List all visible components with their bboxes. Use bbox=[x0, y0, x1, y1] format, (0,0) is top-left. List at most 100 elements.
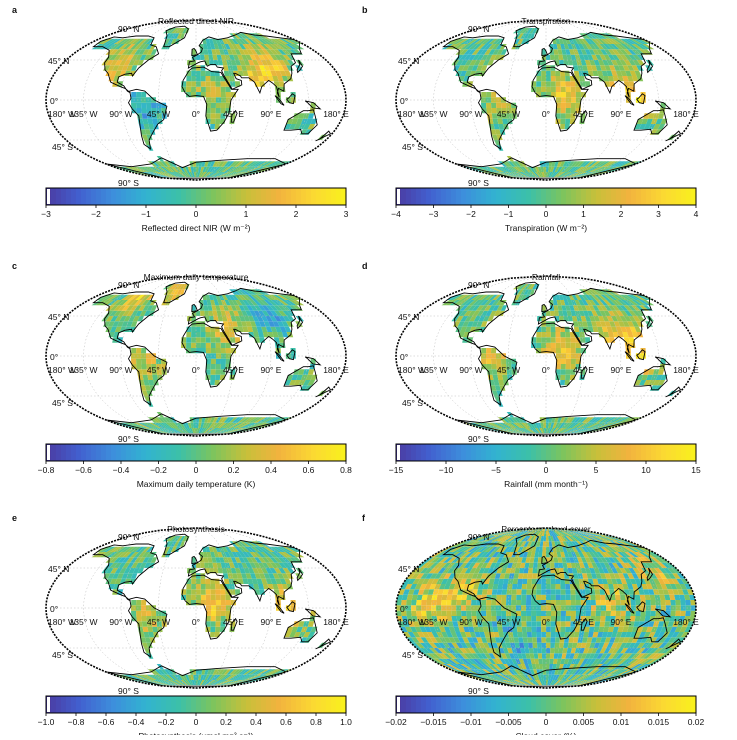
colorbar-segment bbox=[141, 188, 146, 205]
grid-cell bbox=[201, 595, 206, 600]
grid-cell bbox=[451, 605, 456, 610]
colorbar-tick-label: 15 bbox=[691, 465, 701, 475]
colorbar-segment bbox=[231, 444, 236, 461]
grid-cell bbox=[456, 600, 461, 605]
grid-cell bbox=[456, 611, 461, 616]
grid-cell bbox=[675, 611, 681, 616]
grid-cell bbox=[426, 611, 432, 616]
colorbar-tick-label: −3 bbox=[41, 209, 51, 219]
grid-cell bbox=[204, 311, 209, 316]
grid-cell bbox=[496, 359, 501, 364]
grid-cell bbox=[616, 611, 621, 616]
lat-label: 90° N bbox=[118, 24, 139, 34]
colorbar-segment bbox=[501, 188, 506, 205]
colorbar-segment bbox=[206, 188, 211, 205]
colorbar-segment bbox=[61, 444, 66, 461]
grid-cell bbox=[560, 627, 565, 632]
colorbar-segment bbox=[86, 188, 91, 205]
grid-cell bbox=[542, 643, 547, 648]
colorbar-tick-label: −0.8 bbox=[38, 465, 55, 475]
grid-cell bbox=[533, 643, 538, 648]
grid-cell bbox=[466, 595, 472, 600]
colorbar-tick-label: 0 bbox=[544, 209, 549, 219]
grid-cell bbox=[521, 595, 526, 600]
grid-cell bbox=[131, 348, 136, 353]
colorbar-segment bbox=[231, 188, 236, 205]
colorbar-tick-label: −4 bbox=[391, 209, 401, 219]
colorbar-segment bbox=[586, 188, 591, 205]
grid-cell bbox=[685, 600, 691, 605]
grid-cell bbox=[210, 380, 215, 385]
colorbar-label: Rainfall (mm month⁻¹) bbox=[504, 479, 588, 489]
colorbar-segment bbox=[421, 188, 426, 205]
grid-cell bbox=[215, 627, 220, 632]
grid-cell bbox=[517, 579, 522, 584]
grid-cell bbox=[211, 108, 216, 113]
grid-cell bbox=[191, 589, 196, 594]
grid-cell bbox=[561, 343, 566, 348]
grid-cell bbox=[196, 332, 201, 337]
grid-cell bbox=[466, 600, 471, 605]
colorbar-segment bbox=[116, 696, 121, 713]
colorbar-segment bbox=[456, 188, 461, 205]
colorbar-segment bbox=[236, 696, 241, 713]
grid-cell bbox=[546, 643, 551, 648]
colorbar-tick-label: 0 bbox=[544, 465, 549, 475]
grid-cell bbox=[191, 71, 196, 76]
colorbar-segment bbox=[311, 444, 316, 461]
colorbar-segment bbox=[506, 188, 511, 205]
grid-cell bbox=[310, 611, 316, 616]
grid-cell bbox=[461, 611, 466, 616]
grid-cell bbox=[566, 611, 571, 616]
grid-cell bbox=[143, 627, 149, 632]
colorbar-segment bbox=[586, 444, 591, 461]
grid-cell bbox=[502, 584, 508, 589]
grid-cell bbox=[511, 600, 516, 605]
colorbar-segment bbox=[146, 444, 151, 461]
grid-cell bbox=[310, 359, 316, 364]
grid-cell bbox=[138, 627, 144, 632]
colorbar-segment bbox=[511, 444, 516, 461]
grid-cell bbox=[635, 595, 641, 600]
grid-cell bbox=[151, 359, 156, 364]
grid-cell bbox=[685, 611, 691, 616]
colorbar-tick-label: −1 bbox=[504, 209, 514, 219]
grid-cell bbox=[571, 103, 576, 108]
colorbar-segment bbox=[251, 444, 256, 461]
colorbar-segment bbox=[491, 188, 496, 205]
grid-cell bbox=[205, 71, 210, 76]
grid-cell bbox=[526, 595, 531, 600]
colorbar-segment bbox=[326, 188, 331, 205]
grid-cell bbox=[221, 595, 226, 600]
grid-cell bbox=[141, 348, 146, 353]
grid-cell bbox=[554, 311, 559, 316]
grid-cell bbox=[542, 664, 546, 669]
colorbar-segment bbox=[606, 444, 611, 461]
grid-cell bbox=[216, 103, 221, 108]
grid-cell bbox=[501, 611, 506, 616]
grid-cell bbox=[201, 332, 206, 337]
grid-cell bbox=[590, 595, 595, 600]
grid-cell bbox=[215, 337, 220, 342]
grid-cell bbox=[206, 92, 211, 97]
grid-cell bbox=[529, 563, 534, 568]
colorbar-segment bbox=[656, 188, 661, 205]
grid-cell bbox=[446, 600, 451, 605]
grid-cell bbox=[486, 348, 491, 353]
grid-cell bbox=[486, 600, 491, 605]
lon-label: 0° bbox=[542, 365, 550, 375]
colorbar-segment bbox=[636, 188, 641, 205]
colorbar-segment bbox=[51, 444, 56, 461]
grid-cell bbox=[522, 627, 527, 632]
grid-cell bbox=[536, 584, 541, 589]
colorbar-segment bbox=[181, 696, 186, 713]
grid-cell bbox=[640, 595, 646, 600]
grid-cell bbox=[550, 653, 554, 658]
grid-cell bbox=[416, 600, 422, 605]
grid-cell bbox=[196, 343, 201, 348]
colorbar-segment bbox=[151, 444, 156, 461]
colorbar-segment bbox=[261, 696, 266, 713]
colorbar-end-cap bbox=[47, 189, 50, 204]
grid-cell bbox=[493, 119, 499, 124]
grid-cell bbox=[503, 579, 509, 584]
